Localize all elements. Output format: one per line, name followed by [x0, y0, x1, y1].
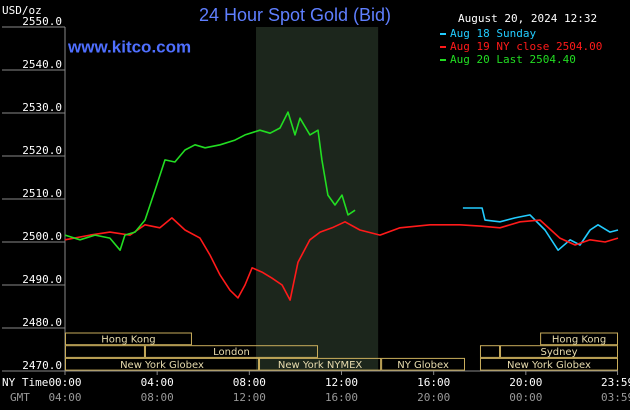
y-tick-label: 2480.0	[22, 316, 62, 329]
x-tick-label: 00:00	[48, 376, 81, 389]
y-tick-label: 2500.0	[22, 230, 62, 243]
legend-label: Aug 18 Sunday	[450, 27, 536, 40]
y-tick-label: 2520.0	[22, 144, 62, 157]
x2-tick-label: 03:59	[601, 391, 630, 404]
session-label: New York Globex	[507, 360, 591, 371]
x-tick-label: 23:59	[601, 376, 630, 389]
session-label: London	[213, 347, 250, 358]
session-label: Hong Kong	[552, 334, 606, 345]
y-tick-label: 2510.0	[22, 187, 62, 200]
session-box	[144, 345, 318, 358]
x-tick-label: 04:00	[141, 376, 174, 389]
session-box	[479, 357, 618, 371]
session-box	[381, 357, 466, 371]
series-line	[462, 207, 619, 251]
y-tick-label: 2540.0	[22, 58, 62, 71]
x-tick-label: 08:00	[233, 376, 266, 389]
chart-title: 24 Hour Spot Gold (Bid)	[199, 5, 391, 25]
x-tick-label: 16:00	[417, 376, 450, 389]
session-label: Hong Kong	[101, 334, 155, 345]
y-tick-label: 2470.0	[22, 359, 62, 372]
x2-tick-label: 00:00	[509, 391, 542, 404]
x-axis-label: NY Time	[2, 376, 48, 389]
session-box	[65, 332, 192, 346]
session-label: NY Globex	[397, 360, 449, 371]
y-tick-label: 2490.0	[22, 273, 62, 286]
session-label: New York Globex	[120, 360, 204, 371]
session-box	[65, 357, 260, 371]
x2-tick-label: 12:00	[233, 391, 266, 404]
session-box	[65, 345, 145, 358]
session-shade	[256, 27, 379, 371]
x2-tick-label: 04:00	[48, 391, 81, 404]
session-box	[479, 345, 501, 358]
x-tick-label: 20:00	[509, 376, 542, 389]
timestamp: August 20, 2024 12:32	[458, 12, 597, 25]
x2-tick-label: 16:00	[325, 391, 358, 404]
x2-tick-label: 20:00	[417, 391, 450, 404]
session-box	[500, 345, 619, 358]
x-tick-label: 12:00	[325, 376, 358, 389]
x2-tick-label: 08:00	[141, 391, 174, 404]
session-label: New York NYMEX	[278, 360, 363, 371]
legend-label: Aug 19 NY close 2504.00	[450, 40, 602, 53]
session-label: Sydney	[540, 347, 577, 358]
y-tick-label: 2530.0	[22, 101, 62, 114]
series-line	[64, 111, 356, 251]
session-box	[259, 357, 382, 371]
series-line	[64, 217, 619, 301]
site-label: www.kitco.com	[67, 37, 191, 56]
unit-label: USD/oz	[2, 4, 42, 17]
session-box	[540, 332, 618, 346]
legend-label: Aug 20 Last 2504.40	[450, 53, 576, 66]
x2-axis-label: GMT	[10, 391, 30, 404]
y-tick-label: 2550.0	[22, 15, 62, 28]
